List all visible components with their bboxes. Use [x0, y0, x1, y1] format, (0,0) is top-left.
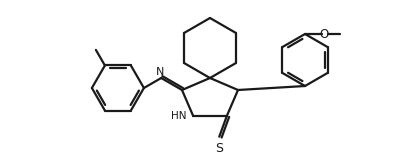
Text: O: O — [319, 28, 329, 41]
Text: N: N — [156, 67, 164, 77]
Text: HN: HN — [171, 111, 186, 121]
Text: S: S — [215, 142, 223, 155]
